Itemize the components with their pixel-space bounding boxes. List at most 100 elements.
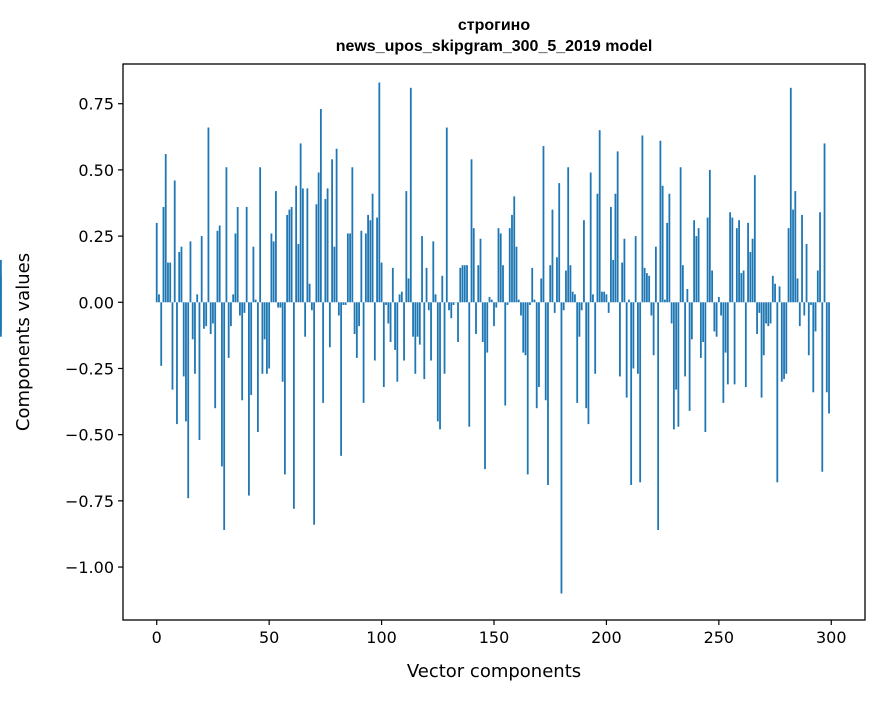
bar-component-132 xyxy=(453,302,455,305)
bar-component-77 xyxy=(329,302,331,347)
bar-component-187 xyxy=(576,302,578,403)
bar-component-254 xyxy=(727,302,729,384)
bar-component-253 xyxy=(725,302,727,352)
bar-component-197 xyxy=(599,130,601,302)
chart-title: строгино xyxy=(458,17,530,34)
bar-component-105 xyxy=(392,268,394,302)
bar-component-265 xyxy=(752,239,754,303)
bar-component-122 xyxy=(430,302,432,360)
bar-component-162 xyxy=(520,302,522,315)
bar-component-109 xyxy=(401,292,403,303)
bar-component-114 xyxy=(412,302,414,336)
bar-component-196 xyxy=(597,194,599,303)
bar-component-220 xyxy=(650,302,652,315)
bar-component-208 xyxy=(624,239,626,303)
bar-component-20 xyxy=(201,236,203,302)
bar-component-49 xyxy=(266,302,268,373)
bar-component-64 xyxy=(300,143,302,302)
bar-component-177 xyxy=(554,302,556,313)
bar-component-91 xyxy=(360,231,362,302)
bar-component-190 xyxy=(583,220,585,302)
bar-component-92 xyxy=(363,302,365,403)
bar-component-194 xyxy=(592,294,594,302)
bar-component-88 xyxy=(354,302,356,334)
bar-component-250 xyxy=(718,297,720,302)
bar-component-62 xyxy=(295,186,297,302)
bar-component-212 xyxy=(633,302,635,368)
bar-component-36 xyxy=(237,207,239,302)
bar-component-17 xyxy=(194,302,196,373)
bar-component-129 xyxy=(446,128,448,303)
bar-component-50 xyxy=(268,302,270,368)
bar-component-201 xyxy=(608,302,610,313)
bar-component-221 xyxy=(653,302,655,355)
bar-component-71 xyxy=(315,204,317,302)
y-tick-label: 0.50 xyxy=(78,161,114,180)
bar-component-undefined xyxy=(0,276,2,302)
bar-component-142 xyxy=(475,302,477,334)
bar-component-7 xyxy=(172,302,174,389)
bar-component-70 xyxy=(313,302,315,524)
bar-component-138 xyxy=(466,265,468,302)
bar-component-251 xyxy=(720,302,722,315)
bar-component-5 xyxy=(167,263,169,303)
bar-component-263 xyxy=(747,223,749,302)
bar-component-242 xyxy=(700,302,702,358)
bar-component-73 xyxy=(320,109,322,302)
bar-component-175 xyxy=(549,265,551,302)
bar-component-234 xyxy=(682,265,684,302)
bar-component-33 xyxy=(230,302,232,326)
bar-component-82 xyxy=(340,302,342,456)
x-tick-label: 100 xyxy=(366,628,397,647)
bar-component-61 xyxy=(293,302,295,509)
bar-component-85 xyxy=(347,233,349,302)
bar-component-273 xyxy=(770,302,772,323)
bar-component-224 xyxy=(659,141,661,303)
bar-component-4 xyxy=(165,154,167,302)
bar-component-236 xyxy=(686,289,688,302)
bar-component-288 xyxy=(803,302,805,315)
bar-component-37 xyxy=(239,302,241,315)
bar-component-276 xyxy=(776,302,778,482)
bar-component-69 xyxy=(311,302,313,310)
bar-component-257 xyxy=(734,302,736,384)
bar-component-228 xyxy=(668,194,670,303)
bar-component-151 xyxy=(495,302,497,307)
bar-component-286 xyxy=(799,302,801,326)
bar-component-94 xyxy=(367,215,369,302)
bar-component-182 xyxy=(565,271,567,303)
bar-component-121 xyxy=(428,302,430,310)
bar-component-164 xyxy=(525,302,527,355)
bar-component-173 xyxy=(545,302,547,400)
bar-component-22 xyxy=(205,302,207,326)
bar-component-214 xyxy=(637,302,639,373)
bar-component-207 xyxy=(621,263,623,303)
bar-component-191 xyxy=(585,302,587,408)
bar-component-269 xyxy=(761,302,763,397)
bar-component-93 xyxy=(365,233,367,302)
bar-component-2 xyxy=(160,302,162,366)
bar-component-202 xyxy=(610,207,612,302)
bar-component-171 xyxy=(540,278,542,302)
bar-component-106 xyxy=(394,302,396,350)
bar-component-248 xyxy=(713,302,715,331)
bar-component-245 xyxy=(707,218,709,303)
bar-component-113 xyxy=(410,88,412,302)
bar-component-184 xyxy=(570,265,572,302)
bar-component-143 xyxy=(477,265,479,302)
bar-component-252 xyxy=(722,302,724,403)
bar-component-199 xyxy=(603,292,605,303)
bar-component-153 xyxy=(500,233,502,302)
bar-component-249 xyxy=(716,302,718,336)
bar-component-12 xyxy=(183,302,185,376)
bar-component-240 xyxy=(695,236,697,302)
bar-component-135 xyxy=(459,268,461,302)
bar-component-98 xyxy=(376,218,378,303)
bar-component-89 xyxy=(356,302,358,358)
bar-component-35 xyxy=(235,233,237,302)
bar-component-285 xyxy=(797,278,799,302)
bar-component-237 xyxy=(689,302,691,411)
bar-component-271 xyxy=(765,302,767,323)
bar-component-161 xyxy=(518,300,520,303)
